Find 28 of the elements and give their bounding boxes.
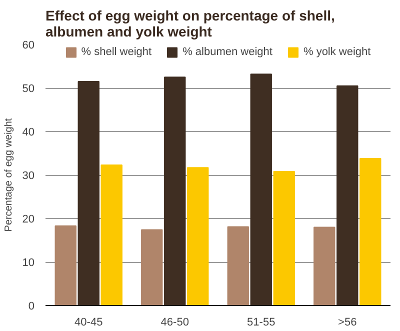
chart-title: Effect of egg weight on percentage of shell, albumen and yolk weight — [46, 8, 335, 40]
bar — [250, 74, 272, 306]
bar — [187, 167, 209, 306]
y-tick-label: 60 — [22, 40, 35, 52]
y-axis-title: Percentage of egg weight — [3, 118, 14, 232]
legend-label: % yolk weight — [303, 46, 371, 58]
legend-label: % albumen weight — [182, 46, 272, 58]
x-tick-label: >56 — [338, 316, 357, 328]
y-tick-label: 30 — [22, 170, 35, 182]
bar — [78, 80, 100, 306]
x-tick-label: 46-50 — [160, 316, 189, 328]
bar — [273, 171, 295, 306]
x-tick-label: 40-45 — [74, 316, 103, 328]
y-tick-label: 20 — [22, 214, 35, 226]
bar — [100, 164, 122, 306]
y-tick-label: 40 — [22, 126, 35, 138]
legend-label: % shell weight — [81, 46, 152, 58]
bar — [336, 85, 358, 306]
bar — [54, 225, 76, 306]
x-tick-label: 51-55 — [247, 316, 276, 328]
y-tick-label: 10 — [22, 257, 35, 269]
bar — [360, 158, 382, 306]
bar — [164, 76, 186, 306]
bar — [314, 226, 336, 306]
y-tick-label: 0 — [28, 300, 35, 312]
bar — [227, 226, 249, 306]
y-tick-label: 50 — [22, 83, 35, 95]
bar — [141, 229, 163, 306]
